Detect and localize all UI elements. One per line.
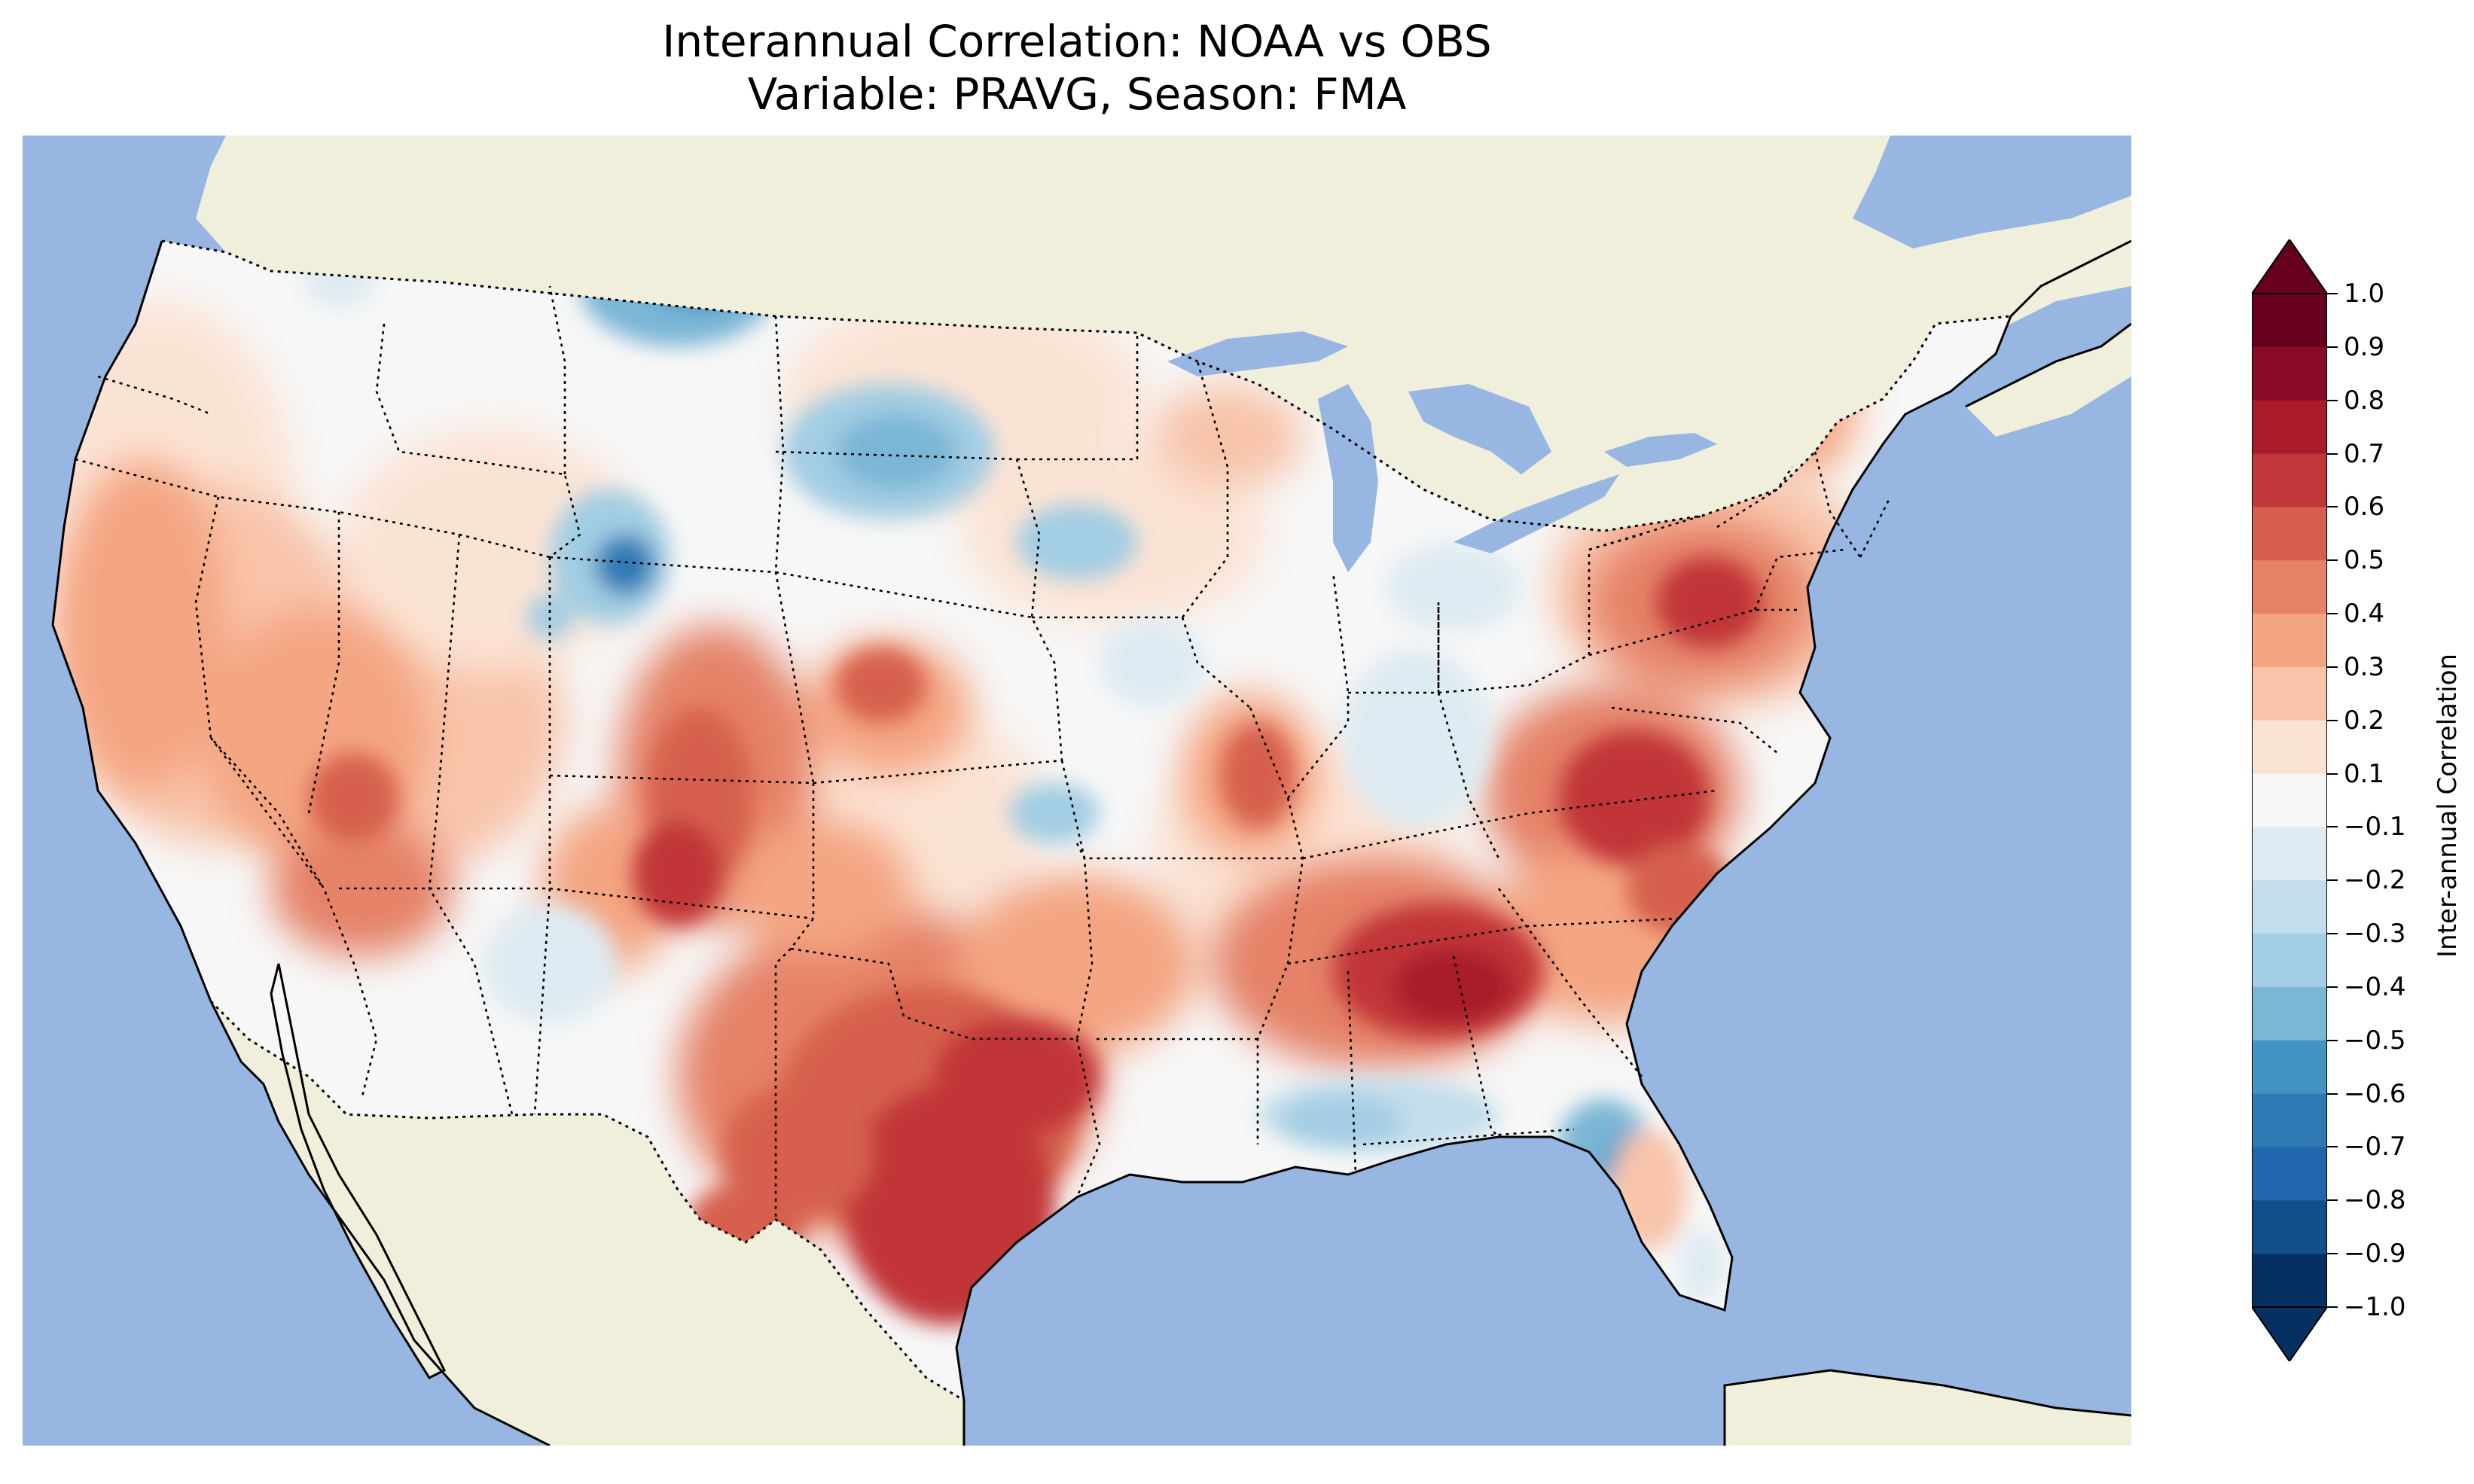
- colorbar-swatch: [2252, 934, 2327, 988]
- colorbar-tick-mark: [2327, 826, 2338, 828]
- colorbar-swatch: [2252, 614, 2327, 668]
- colorbar-tick-label: 0.8: [2344, 385, 2385, 416]
- colorbar-tick-mark: [2327, 613, 2338, 615]
- colorbar-tick-mark: [2327, 399, 2338, 401]
- colorbar-tick-label: −0.5: [2344, 1025, 2406, 1056]
- colorbar-tick-label: −0.8: [2344, 1185, 2406, 1216]
- colorbar-tick-mark: [2327, 1039, 2338, 1041]
- baja-coastline: [270, 963, 447, 1379]
- cuba-land: [1725, 1370, 2131, 1446]
- colorbar-swatch: [2252, 507, 2327, 561]
- colorbar-tick-label: 0.4: [2344, 599, 2385, 629]
- colorbar-tick-mark: [2327, 666, 2338, 668]
- map-panel: [23, 136, 2131, 1446]
- nova-scotia-coastline: [1965, 322, 2131, 408]
- colorbar-tick-mark: [2327, 1092, 2338, 1095]
- colorbar-tick-label: −1.0: [2344, 1292, 2406, 1322]
- colorbar-tick-label: 1.0: [2344, 279, 2385, 309]
- colorbar-tick-mark: [2327, 933, 2338, 935]
- colorbar-tick-label: 0.1: [2344, 758, 2385, 789]
- colorbar-tick-mark: [2327, 293, 2338, 294]
- colorbar-tick-label: 0.9: [2344, 331, 2385, 362]
- mexico-border: [209, 1000, 965, 1402]
- chart-subtitle: Variable: PRAVG, Season: FMA: [747, 69, 1407, 120]
- us-coastline: [51, 240, 551, 1446]
- colorbar-tick-label: 0.2: [2344, 705, 2385, 736]
- colorbar-tick-mark: [2327, 1253, 2338, 1255]
- colorbar-tick-label: 0.5: [2344, 545, 2385, 576]
- colorbar-tick-mark: [2327, 719, 2338, 721]
- colorbar-tick-mark: [2327, 346, 2338, 348]
- colorbar-tick-mark: [2327, 559, 2338, 562]
- colorbar-tick-label: 0.6: [2344, 492, 2385, 523]
- colorbar-tick-mark: [2327, 1146, 2338, 1148]
- colorbar-swatch: [2252, 1040, 2327, 1095]
- colorbar-tick-label: −0.1: [2344, 812, 2406, 843]
- colorbar-swatches: [2252, 294, 2327, 1308]
- colorbar-label: Inter-annual Correlation: [2433, 654, 2463, 958]
- colorbar-tick-label: 0.7: [2344, 438, 2385, 469]
- colorbar-tick-mark: [2327, 453, 2338, 455]
- mexico-land: [211, 1001, 964, 1446]
- colorbar-swatch: [2252, 986, 2327, 1041]
- colorbar-swatch: [2252, 1200, 2327, 1254]
- colorbar-swatch: [2252, 666, 2327, 721]
- great-lakes: [1167, 331, 1717, 572]
- colorbar-tick-label: −0.9: [2344, 1239, 2406, 1269]
- colorbar-tick-mark: [2327, 1306, 2338, 1308]
- colorbar-swatch: [2252, 1147, 2327, 1201]
- colorbar-tick-mark: [2327, 1199, 2338, 1202]
- colorbar-extend-bottom: [2252, 1306, 2327, 1361]
- colorbar-tick-mark: [2327, 506, 2338, 508]
- colorbar-swatch: [2252, 1093, 2327, 1147]
- canada-land: [196, 136, 2131, 531]
- cuba-coastline: [1723, 1369, 2131, 1446]
- colorbar-swatch: [2252, 1254, 2327, 1308]
- colorbar-swatch: [2252, 346, 2327, 401]
- colorbar-swatch: [2252, 827, 2327, 881]
- colorbar-tick-label: −0.7: [2344, 1132, 2406, 1163]
- colorbar-tick-mark: [2327, 986, 2338, 988]
- gulf-coastline: [955, 239, 2131, 1446]
- colorbar-swatch: [2252, 773, 2327, 827]
- colorbar: [2252, 239, 2327, 1361]
- state-borders: [75, 285, 1892, 1220]
- colorbar-extend-top: [2252, 239, 2327, 294]
- colorbar-tick-label: −0.3: [2344, 919, 2406, 949]
- colorbar-tick-mark: [2327, 879, 2338, 882]
- colorbar-tick-mark: [2327, 772, 2338, 775]
- colorbar-swatch: [2252, 560, 2327, 614]
- colorbar-tick-label: −0.4: [2344, 971, 2406, 1002]
- colorbar-swatch: [2252, 400, 2327, 455]
- colorbar-swatch: [2252, 453, 2327, 507]
- colorbar-tick-label: 0.3: [2344, 651, 2385, 682]
- nova-scotia-land: [1966, 324, 2131, 437]
- colorbar-tick-label: −0.2: [2344, 865, 2406, 896]
- colorbar-swatch: [2252, 294, 2327, 348]
- colorbar-swatch: [2252, 880, 2327, 934]
- chart-title: Interannual Correlation: NOAA vs OBS: [662, 16, 1492, 67]
- colorbar-swatch: [2252, 720, 2327, 775]
- colorbar-tick-label: −0.6: [2344, 1078, 2406, 1109]
- canada-border: [161, 239, 2012, 532]
